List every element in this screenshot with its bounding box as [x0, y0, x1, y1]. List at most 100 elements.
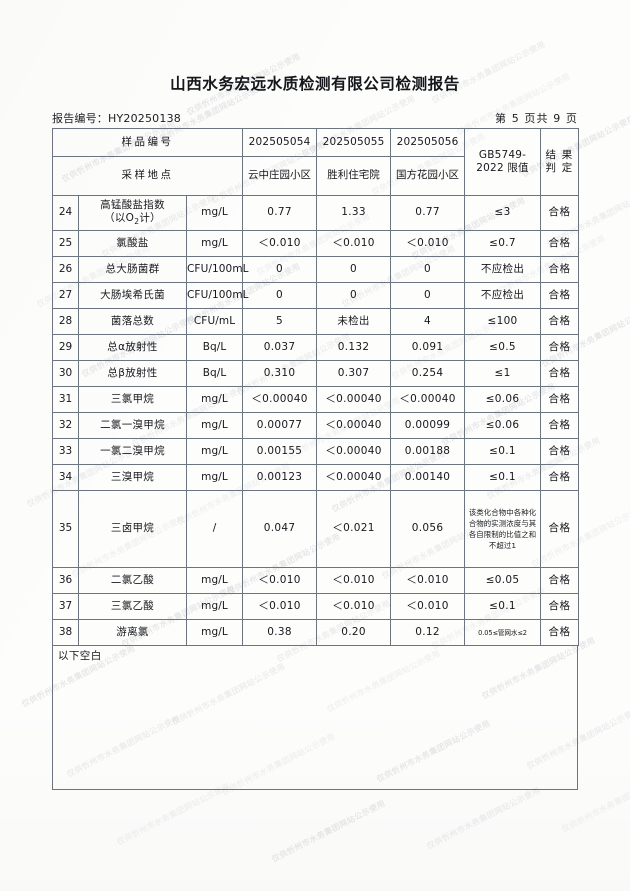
cell-v2: 未检出 — [316, 308, 392, 335]
cell-unit: Bq/L — [185, 360, 244, 387]
cell-item: 二氯一溴甲烷 — [78, 412, 187, 439]
cell-result: 合格 — [540, 282, 580, 309]
cell-limit: ≤0.06 — [464, 386, 542, 413]
cell-v1: 0.77 — [242, 195, 318, 231]
header-sample-no-2: 202505055 — [316, 128, 392, 157]
cell-no: 24 — [52, 195, 79, 231]
cell-result: 合格 — [540, 256, 580, 283]
cell-v3: 0.00140 — [390, 464, 466, 491]
cell-unit: CFU/100mL — [185, 282, 249, 309]
table-row: 28 菌落总数 CFU/mL 5 未检出 4 ≤100 合格 — [52, 308, 580, 335]
watermark-text: 仅供忻州市水务集团网站公示使用 — [270, 798, 387, 864]
report-number: 报告编号：HY20250138 — [52, 112, 181, 125]
cell-result: 合格 — [540, 334, 580, 361]
cell-no: 32 — [52, 412, 79, 439]
cell-v1: 0.00123 — [242, 464, 318, 491]
cell-v1: 0.00155 — [242, 438, 318, 465]
header-result-line2: 判 定 — [545, 162, 574, 174]
table-row: 32 二氯一溴甲烷 mg/L 0.00077 ＜0.00040 0.00099 ≤0.06 合… — [52, 412, 580, 439]
cell-v3: 0.00188 — [390, 438, 466, 465]
cell-item: 一氯二溴甲烷 — [78, 438, 187, 465]
cell-item: 三卤甲烷 — [78, 490, 187, 568]
cell-unit: mg/L — [185, 567, 244, 594]
cell-unit: / — [185, 490, 244, 568]
cell-item: 游离氯 — [78, 619, 187, 646]
cell-item: 高锰酸盐指数 （以O2计） — [78, 195, 187, 231]
table-row: 25 氯酸盐 mg/L ＜0.010 ＜0.010 ＜0.010 ≤0.7 合格 — [52, 230, 580, 257]
cell-no: 38 — [52, 619, 79, 646]
cell-v2: 0.307 — [316, 360, 392, 387]
cell-limit: ≤100 — [464, 308, 542, 335]
cell-item: 氯酸盐 — [78, 230, 187, 257]
cell-limit: 该类化合物中各种化合物的实测浓度与其各自限制的比值之和不超过1 — [464, 490, 542, 568]
header-standard-line2: 2022 限值 — [476, 162, 529, 174]
cell-limit: ≤0.1 — [464, 464, 542, 491]
cell-v2: 0 — [316, 282, 392, 309]
header-sample-no-3: 202505056 — [390, 128, 466, 157]
table-row: 37 三氯乙酸 mg/L ＜0.010 ＜0.010 ＜0.010 ≤0.1 合格 — [52, 593, 580, 620]
header-sample-no-label: 样品编号 — [51, 128, 244, 157]
cell-v1: 0.037 — [242, 334, 318, 361]
table-body: 24 高锰酸盐指数 （以O2计） mg/L 0.77 1.33 0.77 ≤3 合格 25 氯酸盐 m… — [52, 195, 580, 646]
cell-no: 28 — [52, 308, 79, 335]
report-meta: 报告编号：HY20250138 第 5 页共 9 页 — [52, 110, 578, 126]
cell-limit-text: 0.05≤管网水≤2 — [478, 628, 527, 637]
cell-result: 合格 — [540, 593, 580, 620]
cell-unit: mg/L — [185, 619, 244, 646]
cell-v1: ＜0.010 — [242, 593, 318, 620]
header-standard-line1: GB5749- — [478, 148, 527, 161]
cell-unit: mg/L — [185, 386, 244, 413]
cell-v3: ＜0.010 — [390, 593, 466, 620]
cell-unit: Bq/L — [185, 334, 244, 361]
cell-no: 33 — [52, 438, 79, 465]
cell-item: 大肠埃希氏菌 — [78, 282, 187, 309]
cell-v2: 0.20 — [316, 619, 392, 646]
cell-v3: 0.77 — [390, 195, 466, 231]
cell-v2: ＜0.010 — [316, 593, 392, 620]
cell-unit: mg/L — [185, 195, 244, 231]
cell-limit: ≤3 — [464, 195, 542, 231]
cell-v1: ＜0.010 — [242, 567, 318, 594]
table-row: 33 一氯二溴甲烷 mg/L 0.00155 ＜0.00040 0.00188 ≤0.1 合格 — [52, 438, 580, 465]
cell-item: 二氯乙酸 — [78, 567, 187, 594]
blank-note: 以下空白 — [58, 650, 102, 662]
cell-result: 合格 — [540, 567, 580, 594]
cell-result: 合格 — [540, 438, 580, 465]
cell-v1: 0.38 — [242, 619, 318, 646]
cell-item: 三氯甲烷 — [78, 386, 187, 413]
cell-v2: 1.33 — [316, 195, 392, 231]
cell-no: 29 — [52, 334, 79, 361]
watermark-text: 仅供忻州市水务集团网站公示使用 — [425, 785, 542, 851]
header-sampling-site-2: 胜利住宅院 — [316, 156, 392, 196]
cell-result: 合格 — [540, 464, 580, 491]
cell-result: 合格 — [540, 386, 580, 413]
cell-v2: ＜0.010 — [316, 567, 392, 594]
header-sample-no-1: 202505054 — [242, 128, 318, 157]
cell-result: 合格 — [540, 412, 580, 439]
cell-limit: ≤0.5 — [464, 334, 542, 361]
cell-v2: ＜0.021 — [316, 490, 392, 568]
cell-limit: ≤0.05 — [464, 567, 542, 594]
cell-no: 35 — [52, 490, 79, 568]
header-standard-limit: GB5749- 2022 限值 — [464, 128, 542, 196]
header-sampling-site-3: 国方花园小区 — [390, 156, 466, 196]
cell-limit: 不应检出 — [464, 256, 542, 283]
cell-v1: 5 — [242, 308, 318, 335]
cell-limit: ≤1 — [464, 360, 542, 387]
header-result-judgement: 结 果 判 定 — [540, 128, 580, 196]
cell-v3: ＜0.00040 — [390, 386, 466, 413]
cell-no: 31 — [52, 386, 79, 413]
cell-no: 25 — [52, 230, 79, 257]
page-title: 山西水务宏远水质检测有限公司检测报告 — [170, 75, 460, 93]
cell-v1: 0.047 — [242, 490, 318, 568]
cell-v3: 0.091 — [390, 334, 466, 361]
cell-v1: 0 — [242, 282, 318, 309]
cell-limit: ≤0.06 — [464, 412, 542, 439]
cell-v3: ＜0.010 — [390, 230, 466, 257]
results-table-wrapper: 样品编号 202505054 202505055 202505056 GB574… — [51, 128, 580, 646]
cell-no: 36 — [52, 567, 79, 594]
cell-item: 菌落总数 — [78, 308, 187, 335]
cell-v3: 0.12 — [390, 619, 466, 646]
table-row: 24 高锰酸盐指数 （以O2计） mg/L 0.77 1.33 0.77 ≤3 合格 — [52, 195, 580, 231]
cell-no: 26 — [52, 256, 79, 283]
